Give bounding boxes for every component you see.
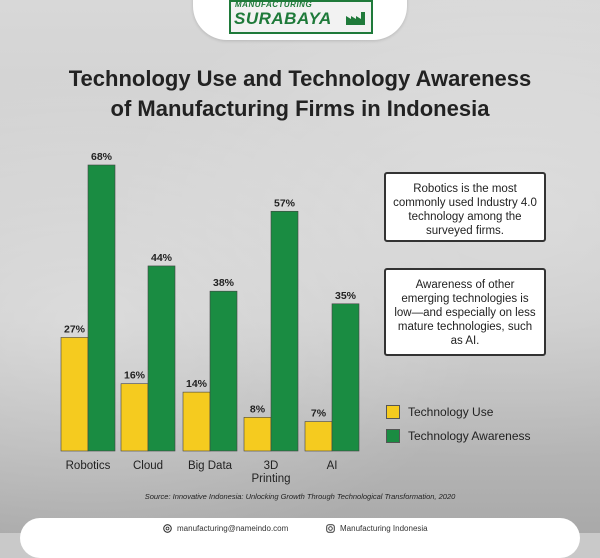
footer-social[interactable]: Manufacturing Indonesia — [326, 524, 428, 533]
data-label-use-robotics: 27% — [64, 323, 86, 335]
data-label-use-big-data: 14% — [186, 378, 208, 390]
footer-social-text: Manufacturing Indonesia — [340, 524, 428, 533]
instagram-icon — [326, 524, 335, 533]
x-tick-label: Cloud — [133, 460, 163, 472]
logo-top-text: MANUFACTURING — [235, 0, 313, 9]
legend-swatch-use — [386, 405, 400, 419]
bar-use-robotics — [60, 337, 89, 452]
bar-awareness-3d-printing — [270, 210, 299, 452]
logo-tab: MANUFACTURING SURABAYA — [193, 0, 407, 40]
data-label-use-3d-printing: 8% — [250, 403, 266, 415]
data-label-awareness-cloud: 44% — [151, 252, 173, 264]
footer-email[interactable]: manufacturing@nameindo.com — [163, 524, 288, 533]
bar-awareness-ai — [331, 303, 360, 452]
data-label-awareness-big-data: 38% — [213, 277, 235, 289]
legend-label-use: Technology Use — [408, 405, 494, 419]
callout-robotics-note: Robotics is the most commonly used Indus… — [384, 172, 546, 242]
mail-icon — [163, 524, 172, 533]
bar-use-big-data — [182, 391, 211, 452]
bar-use-cloud — [120, 383, 149, 452]
x-tick-label: 3D — [264, 460, 279, 472]
legend-item-use: Technology Use — [386, 404, 493, 420]
footer-email-text: manufacturing@nameindo.com — [177, 524, 289, 533]
legend-label-awareness: Technology Awareness — [408, 429, 531, 443]
bar-awareness-cloud — [147, 265, 176, 452]
legend-swatch-awareness — [386, 429, 400, 443]
callout-awareness-note: Awareness of other emerging technologies… — [384, 268, 546, 356]
logo-main-text: SURABAYA — [234, 9, 332, 28]
data-label-awareness-ai: 35% — [335, 290, 357, 302]
chart-title-line2: of Manufacturing Firms in Indonesia — [110, 96, 490, 121]
factory-icon — [346, 12, 365, 25]
x-tick-label: Printing — [252, 473, 291, 485]
data-label-use-ai: 7% — [311, 408, 327, 420]
legend-item-awareness: Technology Awareness — [386, 428, 531, 444]
bar-awareness-robotics — [87, 164, 116, 452]
bar-use-3d-printing — [243, 417, 272, 452]
bar-chart: 27% 68% Robotics 16% 44% Cloud 14% 38% Big Data 8… — [60, 151, 360, 485]
data-label-use-cloud: 16% — [124, 370, 146, 382]
x-tick-label: Robotics — [66, 460, 111, 472]
source-citation: Source: Innovative Indonesia: Unlocking … — [144, 492, 456, 501]
bar-use-ai — [304, 421, 333, 452]
x-tick-label: AI — [327, 460, 338, 472]
data-label-awareness-robotics: 68% — [91, 151, 113, 163]
logo: MANUFACTURING SURABAYA — [229, 0, 373, 34]
data-label-awareness-3d-printing: 57% — [274, 197, 296, 209]
bar-awareness-big-data — [209, 290, 238, 452]
chart-title-line1: Technology Use and Technology Awareness — [68, 66, 532, 91]
footer-bar: manufacturing@nameindo.com Manufacturing… — [20, 518, 580, 558]
x-tick-label: Big Data — [188, 460, 233, 472]
